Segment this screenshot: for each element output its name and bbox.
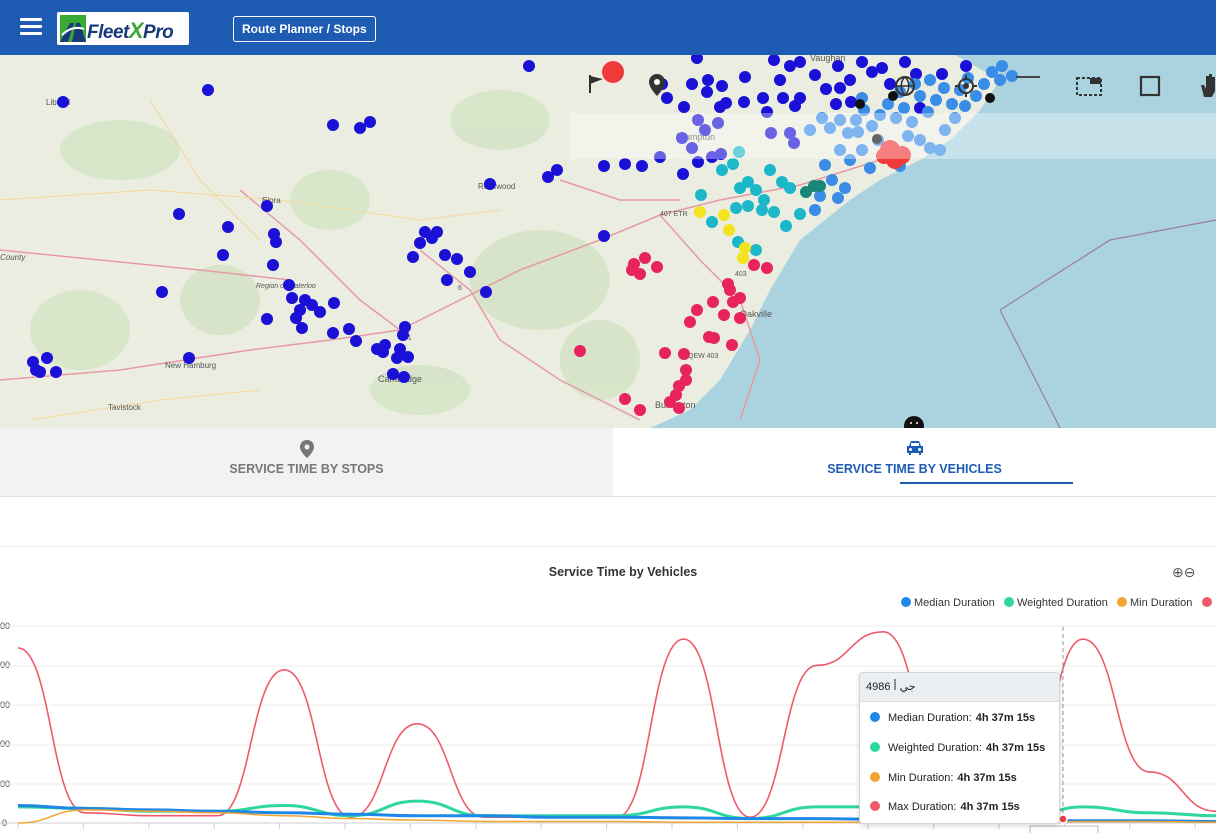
zoom-out-icon[interactable]: ⊖ — [1183, 564, 1196, 580]
route-planner-stops-button[interactable]: Route Planner / Stops — [233, 16, 376, 42]
hover-point-marker — [1058, 814, 1068, 824]
hamburger-menu-icon[interactable] — [20, 18, 42, 36]
map-canvas[interactable]: Liberal Elora County Region of Waterloo … — [0, 55, 1216, 428]
tooltip-dot — [870, 712, 880, 722]
map-label: 407 ETR — [660, 211, 688, 218]
y-tick-label: 00 — [0, 739, 11, 749]
map-label: New Hamburg — [165, 361, 216, 370]
map-label: 403 — [735, 271, 747, 278]
flag-icon[interactable] — [587, 73, 607, 95]
tooltip-row-weighted: Weighted Duration: 4h 37m 15s — [870, 742, 1045, 754]
legend-dot — [1202, 597, 1212, 607]
chart-title: Service Time by Vehicles — [548, 565, 698, 579]
tab-service-time-by-vehicles[interactable]: SERVICE TIME BY VEHICLES — [613, 428, 1216, 496]
map-label: Vaughan — [810, 55, 845, 63]
tooltip-dot — [870, 801, 880, 811]
legend-weighted-duration[interactable]: Weighted Duration — [1004, 597, 1108, 609]
locate-icon[interactable] — [955, 75, 977, 97]
tooltip-dot — [870, 742, 880, 752]
tooltip-row-max: Max Duration: 4h 37m 15s — [870, 801, 1020, 813]
y-tick-label: 00 — [0, 660, 11, 670]
legend-dot — [901, 597, 911, 607]
fleetxpro-logo[interactable]: FleetXPro — [57, 12, 189, 45]
tooltip-dot — [870, 772, 880, 782]
view-tabs: SERVICE TIME BY STOPS SERVICE TIME BY VE… — [0, 428, 1216, 497]
divider — [0, 546, 1216, 547]
logo-road-icon — [60, 15, 86, 42]
globe-icon[interactable] — [894, 75, 916, 97]
map-label: County — [0, 253, 26, 262]
map-markers-blue — [27, 55, 972, 383]
zoom-in-icon[interactable]: ⊕ — [1172, 564, 1184, 580]
tab-label: SERVICE TIME BY VEHICLES — [827, 462, 1002, 476]
tooltip-header: 4986 جي أ — [860, 673, 1059, 702]
map-draw-toolbar — [570, 113, 1216, 159]
legend-max-duration[interactable] — [1202, 597, 1215, 609]
chart-tooltip: 4986 جي أ Median Duration: 4h 37m 15s Wei… — [859, 672, 1060, 824]
pan-hand-icon[interactable] — [1199, 71, 1216, 99]
active-tab-indicator — [900, 482, 1073, 484]
x-axis-tooltip — [1029, 825, 1099, 833]
map-pin-icon — [299, 440, 314, 458]
square-icon[interactable] — [1139, 75, 1161, 97]
map-label: Tavistock — [108, 403, 142, 412]
legend-min-duration[interactable]: Min Duration — [1117, 597, 1192, 609]
map-label: Oakville — [740, 309, 772, 319]
dashed-rectangle-icon[interactable] — [1076, 75, 1102, 97]
map-view[interactable]: Liberal Elora County Region of Waterloo … — [0, 55, 1216, 428]
map-label: Rockwood — [478, 182, 515, 191]
map-label: Brampton — [676, 132, 715, 142]
line-tool-icon[interactable] — [1016, 75, 1040, 81]
tab-label: SERVICE TIME BY STOPS — [229, 462, 384, 476]
tooltip-row-min: Min Duration: 4h 37m 15s — [870, 772, 1017, 784]
legend-dot — [1004, 597, 1014, 607]
chart-zoom-controls: ⊕⊖ — [1172, 564, 1195, 581]
map-pin-icon[interactable] — [648, 73, 666, 97]
legend-dot — [1117, 597, 1127, 607]
map-label: QEW 403 — [688, 353, 718, 360]
tooltip-row-median: Median Duration: 4h 37m 15s — [870, 712, 1035, 724]
map-label: Elora — [262, 196, 281, 205]
logo-text: FleetXPro — [87, 18, 174, 43]
legend-median-duration[interactable]: Median Duration — [901, 597, 995, 609]
map-label: 6 — [458, 285, 462, 292]
car-icon — [906, 441, 923, 455]
tab-service-time-by-stops[interactable]: SERVICE TIME BY STOPS — [0, 428, 613, 496]
top-navbar: FleetXPro Route Planner / Stops — [0, 0, 1216, 55]
